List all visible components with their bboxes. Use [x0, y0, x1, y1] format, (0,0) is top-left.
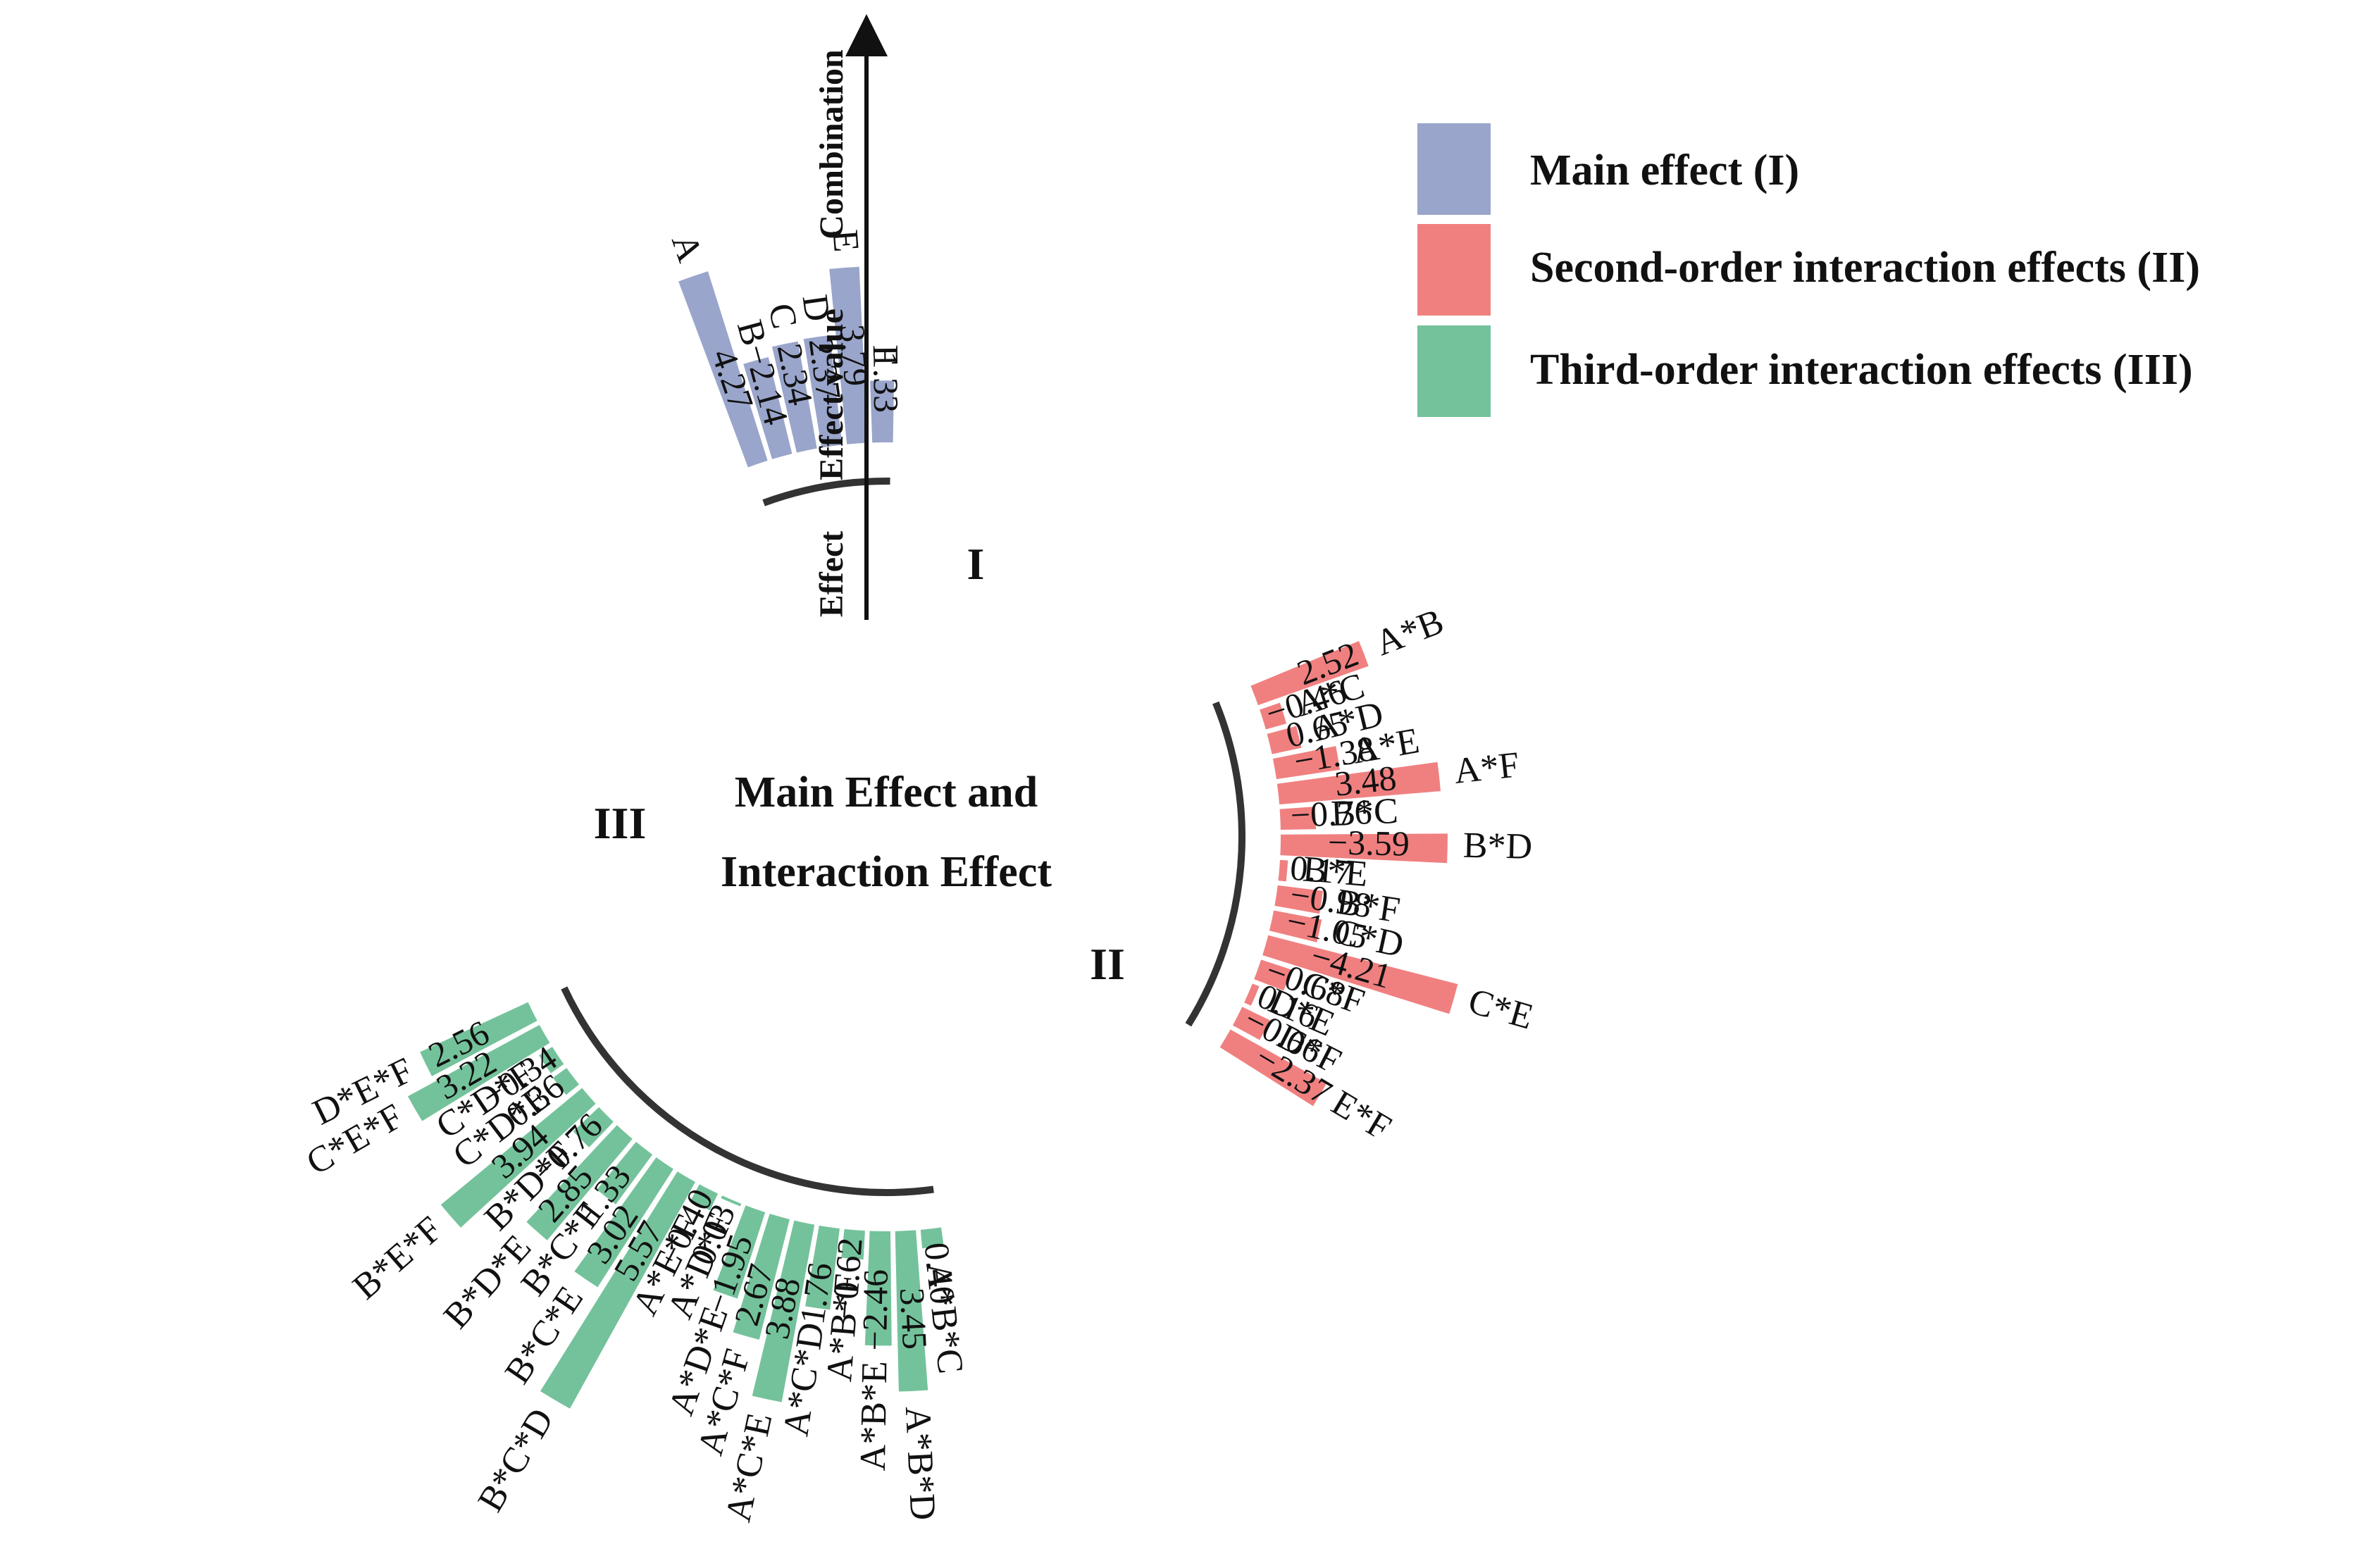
bar-a-c [1260, 702, 1287, 730]
bar-a-e-f [690, 1184, 719, 1211]
bar-a-b-d [895, 1230, 928, 1392]
axis-label-combination: Combination [813, 49, 850, 239]
bar-a-e [1272, 746, 1341, 780]
value-label-b-d: −3.59 [1328, 822, 1410, 863]
bar-a-d-e [713, 1205, 766, 1299]
bar-b-d [1280, 833, 1448, 864]
bar-c-e [1262, 935, 1458, 1014]
category-label-b-e-f: B*E*F [345, 1209, 450, 1307]
legend: Main effect (I) Second-order interaction… [1417, 123, 2200, 417]
bar-a-b-e [864, 1231, 892, 1346]
effect-axis: Effect Effect value Combination [813, 14, 888, 620]
bar-a-c-d [805, 1225, 840, 1310]
category-label-e-f: E*F [1324, 1083, 1398, 1148]
category-label-a-b-f: A*B*F [819, 1272, 868, 1383]
axis-label-effect: Effect [813, 531, 850, 618]
category-label-a-f: A*F [1452, 745, 1521, 792]
bar-d [803, 335, 843, 448]
value-label-a-b-d: 3.45 [893, 1287, 935, 1350]
bar-b-e-f [440, 1088, 596, 1228]
value-label-a-f: 3.48 [1333, 758, 1398, 804]
category-label-b-c-d: B*C*D [471, 1402, 562, 1519]
category-label-a: A [664, 229, 710, 267]
axis-label-effect-value: Effect value [813, 309, 850, 480]
center-title: Main Effect and Interaction Effect [721, 769, 1052, 896]
legend-swatch-main [1417, 123, 1491, 215]
bar-b-c-e [574, 1157, 673, 1288]
bar-e [829, 266, 868, 444]
bar-a-f [1276, 761, 1441, 804]
value-label-d: 2.37 [802, 336, 850, 402]
bar-a-d-f [721, 1195, 742, 1207]
group-label-main: I [967, 539, 985, 589]
bar-f [870, 380, 895, 443]
bar-d-e [1244, 983, 1260, 1006]
category-label-b-d: B*D [1462, 826, 1532, 867]
bar-c-f [1254, 959, 1291, 991]
group-arc-2 [1185, 701, 1245, 1027]
group-arc-3 [561, 986, 934, 1196]
bars-layer [407, 266, 1458, 1409]
category-label-c-e: C*E [1464, 981, 1538, 1038]
legend-swatch-second-order [1417, 224, 1491, 316]
bar-b-e [1278, 859, 1288, 882]
category-label-a-b: A*B [1370, 602, 1449, 664]
bar-a-b-f [841, 1228, 865, 1260]
bar-b-c-f [597, 1142, 653, 1205]
group-arc-1 [762, 478, 890, 506]
bar-a-c-f [733, 1214, 790, 1340]
bar-a-b-c [920, 1227, 944, 1249]
bar-b-d-e [526, 1125, 633, 1240]
value-label-a-b-f: −0.62 [824, 1236, 870, 1321]
bar-c-e-f [407, 1024, 550, 1121]
category-label-b-c: B*C [1330, 791, 1399, 834]
bar-c-d-f [538, 1047, 564, 1074]
value-labels: 4.27−2.142.342.373.791.332.52−0.460.65−1… [422, 323, 1410, 1351]
bar-a-c-e [752, 1220, 815, 1402]
bar-a-b [1250, 641, 1369, 706]
legend-swatch-third-order [1417, 325, 1491, 417]
value-label-a-b-e: −2.46 [855, 1269, 895, 1351]
legend-label-main: Main effect (I) [1530, 147, 1799, 194]
center-title-line-2: Interaction Effect [721, 848, 1052, 896]
value-label-a-c-d: 1.76 [792, 1260, 840, 1327]
bar-b-c [1279, 807, 1317, 830]
bar-b-d-f [573, 1107, 614, 1147]
category-label-e: E [825, 228, 866, 254]
center-title-line-1: Main Effect and [735, 769, 1038, 816]
value-label-e: 3.79 [833, 323, 876, 387]
category-label-f: F [865, 344, 905, 365]
bar-a-d [1267, 726, 1302, 754]
legend-label-second-order: Second-order interaction effects (II) [1530, 244, 2200, 292]
bar-b-c-d [540, 1171, 695, 1409]
category-label-b-e: B*E [1301, 849, 1369, 895]
value-label-f: 1.33 [866, 351, 906, 413]
bar-d-e-f [420, 1002, 538, 1076]
bar-c [771, 341, 817, 453]
value-label-b-e: 0.17 [1288, 847, 1353, 892]
bar-b-f [1274, 885, 1323, 914]
category-label-a-b-d: A*B*D [897, 1405, 943, 1521]
bar-a [678, 271, 768, 468]
legend-label-third-order: Third-order interaction effects (III) [1530, 346, 2193, 394]
value-label-a-b-c: 0.40 [916, 1240, 963, 1306]
category-label-d: D [794, 292, 838, 324]
category-label-b-f: B*F [1334, 882, 1403, 931]
bar-d-f [1232, 1007, 1270, 1040]
bar-e-f [1219, 1029, 1327, 1107]
bar-b [743, 357, 793, 459]
group-label-second-order: II [1090, 939, 1125, 989]
bar-c-d-e [552, 1068, 580, 1095]
group-arcs [561, 478, 1245, 1196]
group-label-third-order: III [594, 798, 647, 848]
value-label-b-c: −0.76 [1290, 792, 1373, 835]
bar-c-d [1269, 910, 1322, 942]
category-label-a-b-e: A*B*E [853, 1361, 895, 1471]
